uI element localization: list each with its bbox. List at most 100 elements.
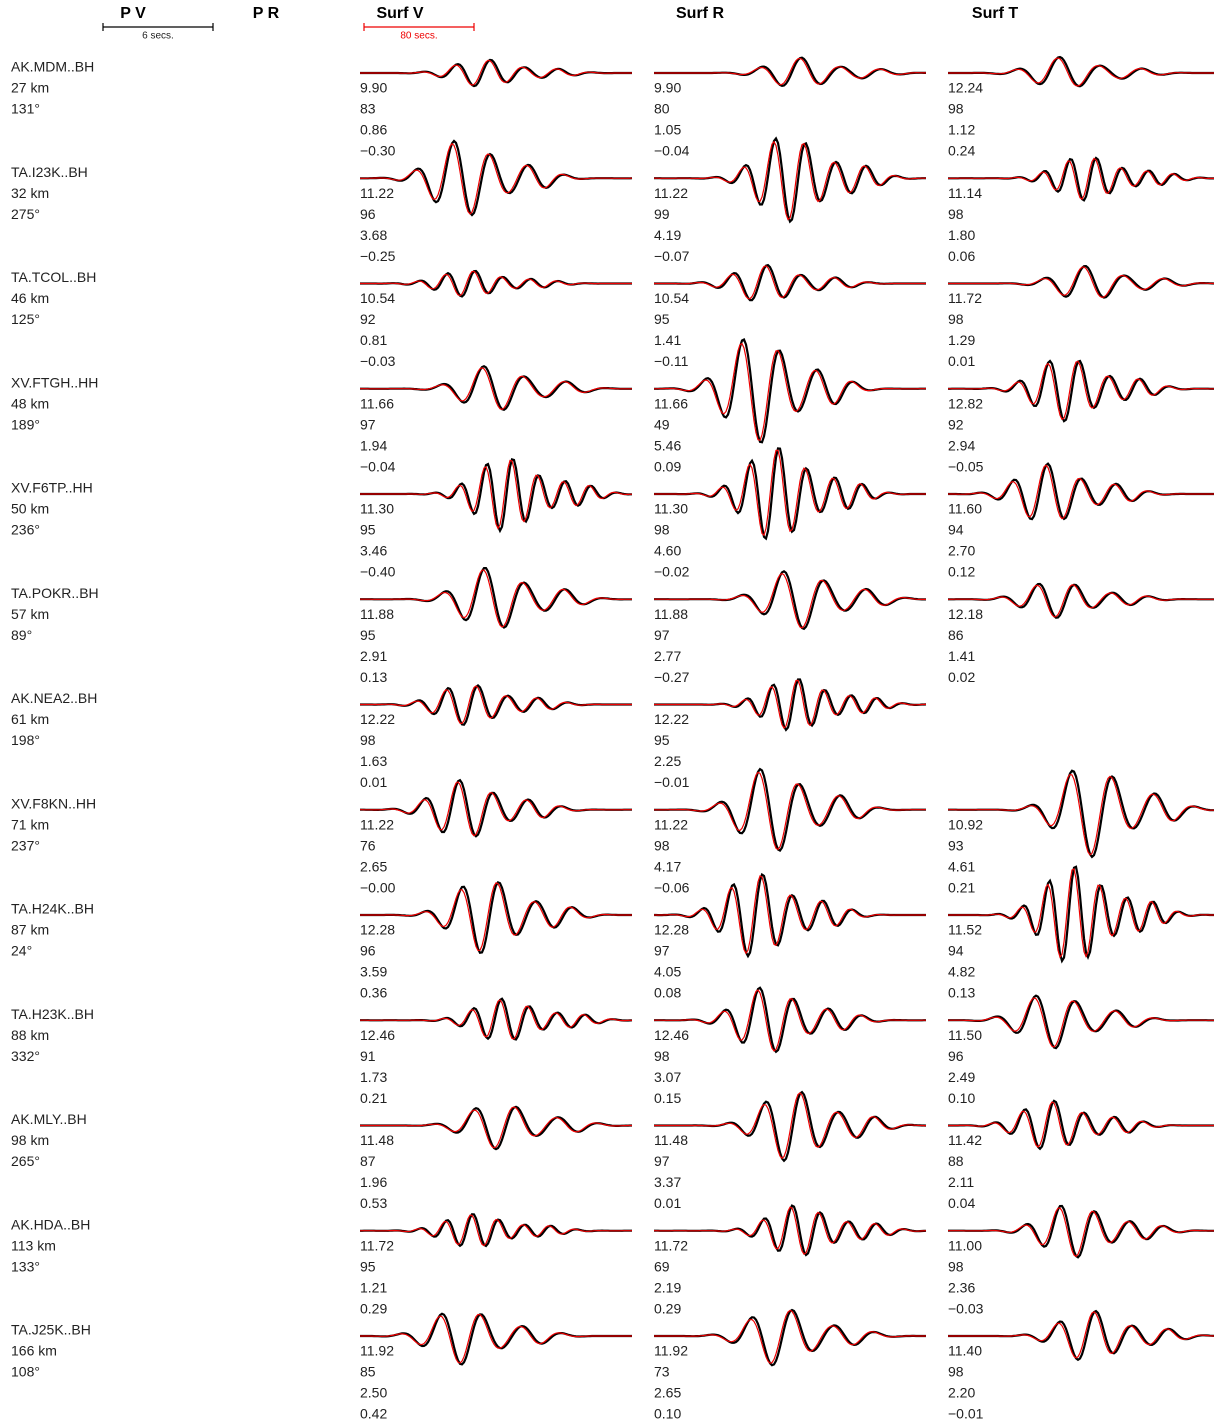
waveform-synthetic	[654, 342, 926, 442]
fit-value: 12.28	[360, 922, 395, 938]
fit-value: 96	[360, 943, 376, 959]
fit-value: 4.05	[654, 964, 681, 980]
fit-value: 11.66	[360, 395, 394, 411]
fit-value: 0.29	[360, 1300, 387, 1316]
station-azimuth: 236°	[11, 522, 40, 538]
waveform-synthetic	[654, 449, 926, 537]
waveform-synthetic	[948, 773, 1214, 856]
fit-value: −0.02	[654, 564, 690, 580]
station-distance: 57 km	[11, 606, 49, 622]
fit-value: 1.63	[360, 753, 387, 769]
fit-value: 11.22	[654, 816, 688, 832]
waveform-synthetic	[360, 367, 632, 411]
waveform-data	[360, 1312, 632, 1366]
fit-value: 2.49	[948, 1069, 975, 1085]
fit-value: 2.19	[654, 1279, 681, 1295]
fit-value: 9.90	[654, 80, 681, 96]
station-name: XV.F8KN..HH	[11, 795, 96, 811]
fit-value: 98	[948, 206, 964, 222]
fit-value: 49	[654, 416, 670, 432]
waveform-synthetic	[360, 59, 632, 86]
fit-value: 0.53	[360, 1195, 387, 1211]
fit-value: 11.22	[654, 185, 688, 201]
fit-value: 95	[654, 732, 670, 748]
station-name: AK.MDM..BH	[11, 59, 94, 75]
station-distance: 98 km	[11, 1132, 49, 1148]
fit-value: 12.22	[654, 711, 689, 727]
fit-value: 0.08	[654, 985, 681, 1001]
waveform-synthetic	[948, 266, 1214, 299]
waveform-data	[654, 1308, 926, 1367]
fit-value: 2.94	[948, 437, 975, 453]
fit-value: 0.86	[360, 122, 387, 138]
waveform-synthetic	[360, 270, 632, 297]
fit-value: 98	[654, 837, 670, 853]
fit-value: 10.54	[360, 290, 395, 306]
fit-value: 12.46	[654, 1027, 689, 1043]
fit-value: 0.81	[360, 332, 387, 348]
fit-value: −0.05	[948, 458, 984, 474]
waveform-synthetic	[654, 1309, 926, 1364]
fit-value: 98	[948, 1364, 964, 1380]
station-azimuth: 24°	[11, 943, 32, 959]
waveform-synthetic	[654, 1206, 927, 1256]
fit-value: −0.03	[360, 353, 396, 369]
station-distance: 46 km	[11, 290, 49, 306]
fit-value: 1.41	[948, 648, 975, 664]
fit-value: 11.52	[948, 922, 982, 938]
station-azimuth: 108°	[11, 1364, 40, 1380]
fit-value: 11.00	[948, 1237, 982, 1253]
fit-value: 11.60	[948, 501, 982, 517]
fit-value: 12.24	[948, 80, 983, 96]
fit-value: 94	[948, 943, 964, 959]
header: P V	[120, 5, 146, 22]
fit-value: 0.01	[360, 774, 387, 790]
fit-value: 12.28	[654, 922, 689, 938]
waveform-synthetic	[360, 569, 632, 628]
fit-value: 0.06	[948, 248, 975, 264]
fit-value: 98	[360, 732, 376, 748]
header: Surf R	[676, 5, 724, 22]
waveform-synthetic	[948, 57, 1214, 87]
fit-value: 2.36	[948, 1279, 975, 1295]
waveform-synthetic	[948, 584, 1214, 618]
fit-value: 85	[360, 1364, 376, 1380]
fit-value: 10.54	[654, 290, 689, 306]
fit-value: −0.04	[360, 458, 396, 474]
fit-value: −0.40	[360, 564, 396, 580]
fit-value: 11.30	[654, 501, 688, 517]
fit-value: 9.90	[360, 80, 387, 96]
fit-value: 94	[948, 522, 964, 538]
fit-value: 98	[948, 311, 964, 327]
station-distance: 61 km	[11, 711, 49, 727]
station-name: XV.FTGH..HH	[11, 374, 98, 390]
fit-value: 5.46	[654, 437, 681, 453]
fit-value: 96	[360, 206, 376, 222]
fit-value: 93	[948, 837, 964, 853]
waveform-synthetic	[948, 997, 1214, 1048]
station-name: AK.NEA2..BH	[11, 690, 97, 706]
fit-value: 0.21	[360, 1090, 387, 1106]
station-name: XV.F6TP..HH	[11, 480, 93, 496]
fit-value: 0.36	[360, 985, 387, 1001]
fit-value: 1.80	[948, 227, 975, 243]
fit-value: 11.14	[948, 185, 982, 201]
fit-value: 11.88	[654, 606, 688, 622]
fit-value: 97	[360, 416, 376, 432]
fit-value: 1.05	[654, 122, 681, 138]
fit-value: 87	[360, 1153, 376, 1169]
fit-value: 95	[360, 1258, 376, 1274]
waveform-synthetic	[948, 1101, 1214, 1148]
fit-value: 2.11	[948, 1174, 974, 1190]
station-azimuth: 198°	[11, 732, 40, 748]
fit-value: 92	[948, 416, 964, 432]
waveform-synthetic	[360, 1313, 632, 1364]
fit-value: −0.01	[948, 1406, 984, 1422]
fit-value: 0.15	[654, 1090, 681, 1106]
fit-value: 0.04	[948, 1195, 975, 1211]
fit-value: 4.17	[654, 858, 681, 874]
fit-value: 11.50	[948, 1027, 982, 1043]
fit-value: 11.88	[360, 606, 394, 622]
waveform-synthetic	[654, 1092, 926, 1160]
waveform-synthetic	[947, 360, 1214, 421]
